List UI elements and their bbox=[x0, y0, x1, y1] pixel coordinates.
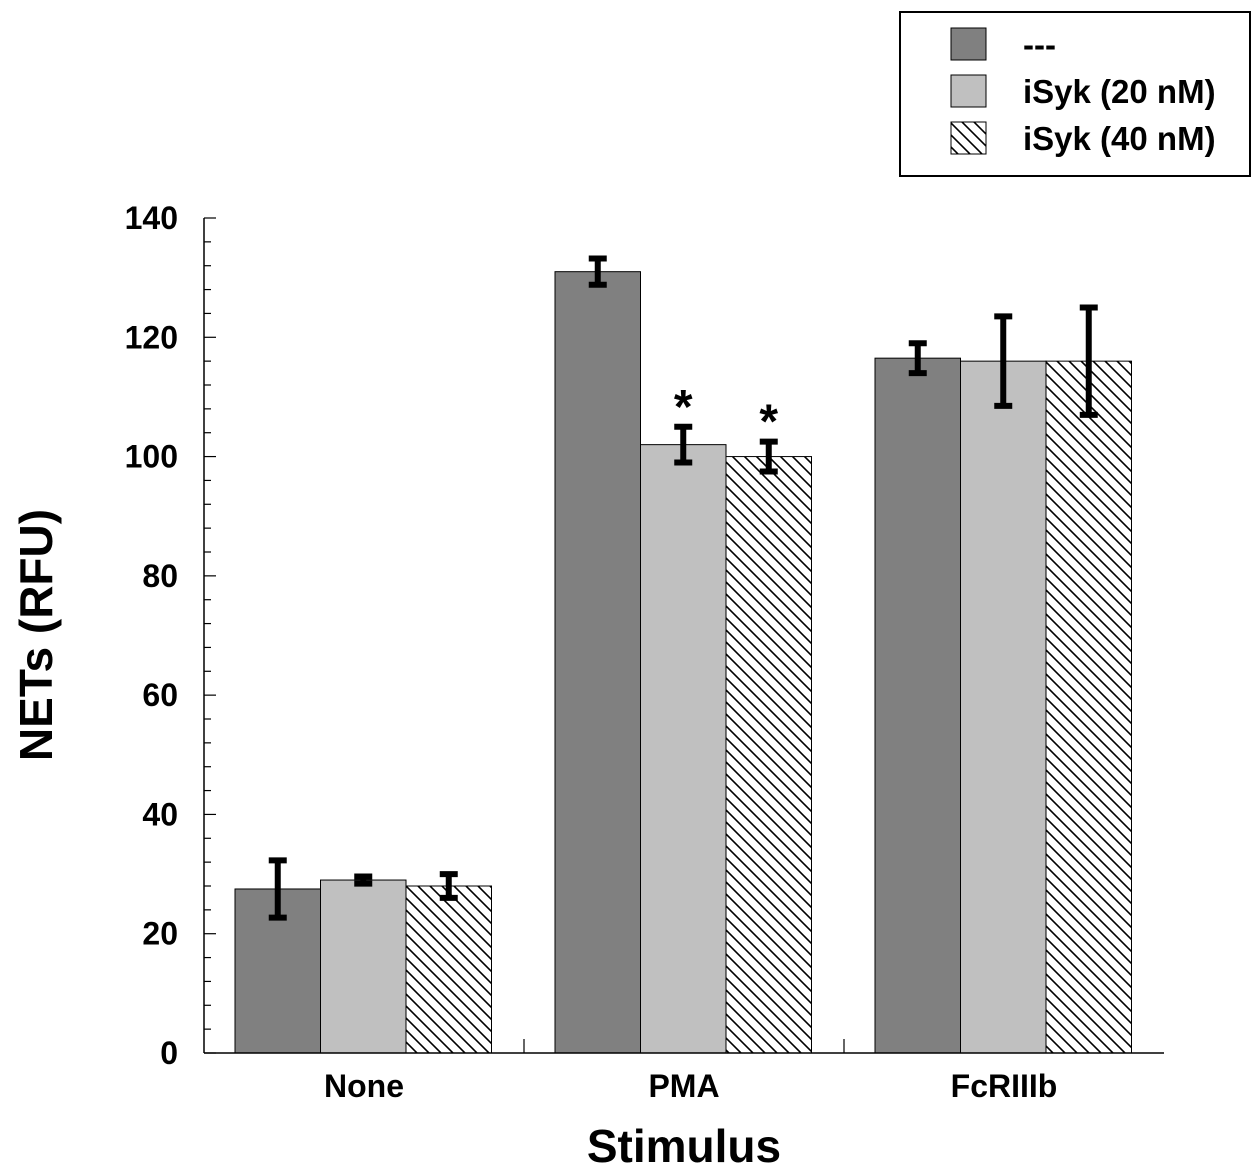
y-tick-label-40: 40 bbox=[142, 796, 178, 832]
error-bar-fcriiib-control bbox=[908, 340, 927, 377]
x-axis-title: Stimulus bbox=[587, 1120, 781, 1172]
error-bar-fcriiib-isyk-20-nm bbox=[994, 313, 1013, 409]
y-ticks: 0 20 40 60 80 100 120 140 bbox=[125, 200, 216, 1071]
x-tick-label-fcriiib: FcRIIIb bbox=[951, 1068, 1058, 1104]
y-tick-label-100: 100 bbox=[125, 439, 178, 475]
y-tick-label-0: 0 bbox=[160, 1035, 178, 1071]
legend-swatch bbox=[950, 27, 987, 61]
error-bar-none-isyk-40-nm bbox=[439, 871, 458, 901]
error-bar-pma-isyk-20-nm bbox=[674, 423, 693, 466]
bar-pma-isyk-20-nm bbox=[640, 444, 727, 1054]
x-tick-label-pma: PMA bbox=[648, 1068, 719, 1104]
error-bar-none-isyk-20-nm bbox=[354, 873, 373, 887]
y-tick-label-140: 140 bbox=[125, 200, 178, 236]
bar-fcriiib-isyk-40-nm bbox=[1045, 360, 1132, 1054]
error-bars-layer bbox=[268, 255, 1098, 921]
significance-markers: * * bbox=[674, 381, 779, 449]
legend-swatch bbox=[950, 121, 987, 155]
legend-label: --- bbox=[1023, 26, 1056, 63]
y-tick-label-80: 80 bbox=[142, 558, 178, 594]
error-bar-pma-isyk-40-nm bbox=[759, 438, 778, 475]
bar-pma-control bbox=[554, 271, 641, 1054]
significance-star-pma-isyk-40-nm: * bbox=[759, 396, 778, 449]
bar-pma-isyk-40-nm bbox=[725, 456, 812, 1054]
y-axis-title: NETs (RFU) bbox=[10, 509, 62, 761]
bars-layer bbox=[234, 271, 1132, 1054]
y-tick-label-60: 60 bbox=[142, 677, 178, 713]
legend-swatch bbox=[950, 74, 987, 108]
legend-item-control: --- bbox=[950, 26, 1056, 63]
error-bar-pma-control bbox=[588, 255, 607, 288]
bar-none-isyk-40-nm bbox=[405, 885, 492, 1054]
bar-fcriiib-isyk-20-nm bbox=[960, 360, 1047, 1054]
legend: --- iSyk (20 nM) iSyk (40 nM) bbox=[899, 11, 1251, 177]
legend-item-isyk-40-nm: iSyk (40 nM) bbox=[950, 120, 1216, 157]
x-ticks: None PMA FcRIIIb bbox=[324, 1039, 1057, 1104]
x-tick-label-none: None bbox=[324, 1068, 404, 1104]
bar-none-isyk-20-nm bbox=[320, 879, 407, 1054]
error-bar-fcriiib-isyk-40-nm bbox=[1079, 304, 1098, 418]
bar-fcriiib-control bbox=[874, 357, 961, 1054]
legend-item-isyk-20-nm: iSyk (20 nM) bbox=[950, 73, 1216, 110]
y-tick-label-20: 20 bbox=[142, 916, 178, 952]
y-tick-label-120: 120 bbox=[125, 319, 178, 355]
significance-star-pma-isyk-20-nm: * bbox=[674, 381, 693, 434]
legend-label: iSyk (40 nM) bbox=[1023, 120, 1216, 157]
error-bar-none-control bbox=[268, 857, 287, 921]
legend-items: --- iSyk (20 nM) iSyk (40 nM) bbox=[950, 26, 1216, 157]
axes bbox=[203, 218, 1164, 1054]
legend-label: iSyk (20 nM) bbox=[1023, 73, 1216, 110]
